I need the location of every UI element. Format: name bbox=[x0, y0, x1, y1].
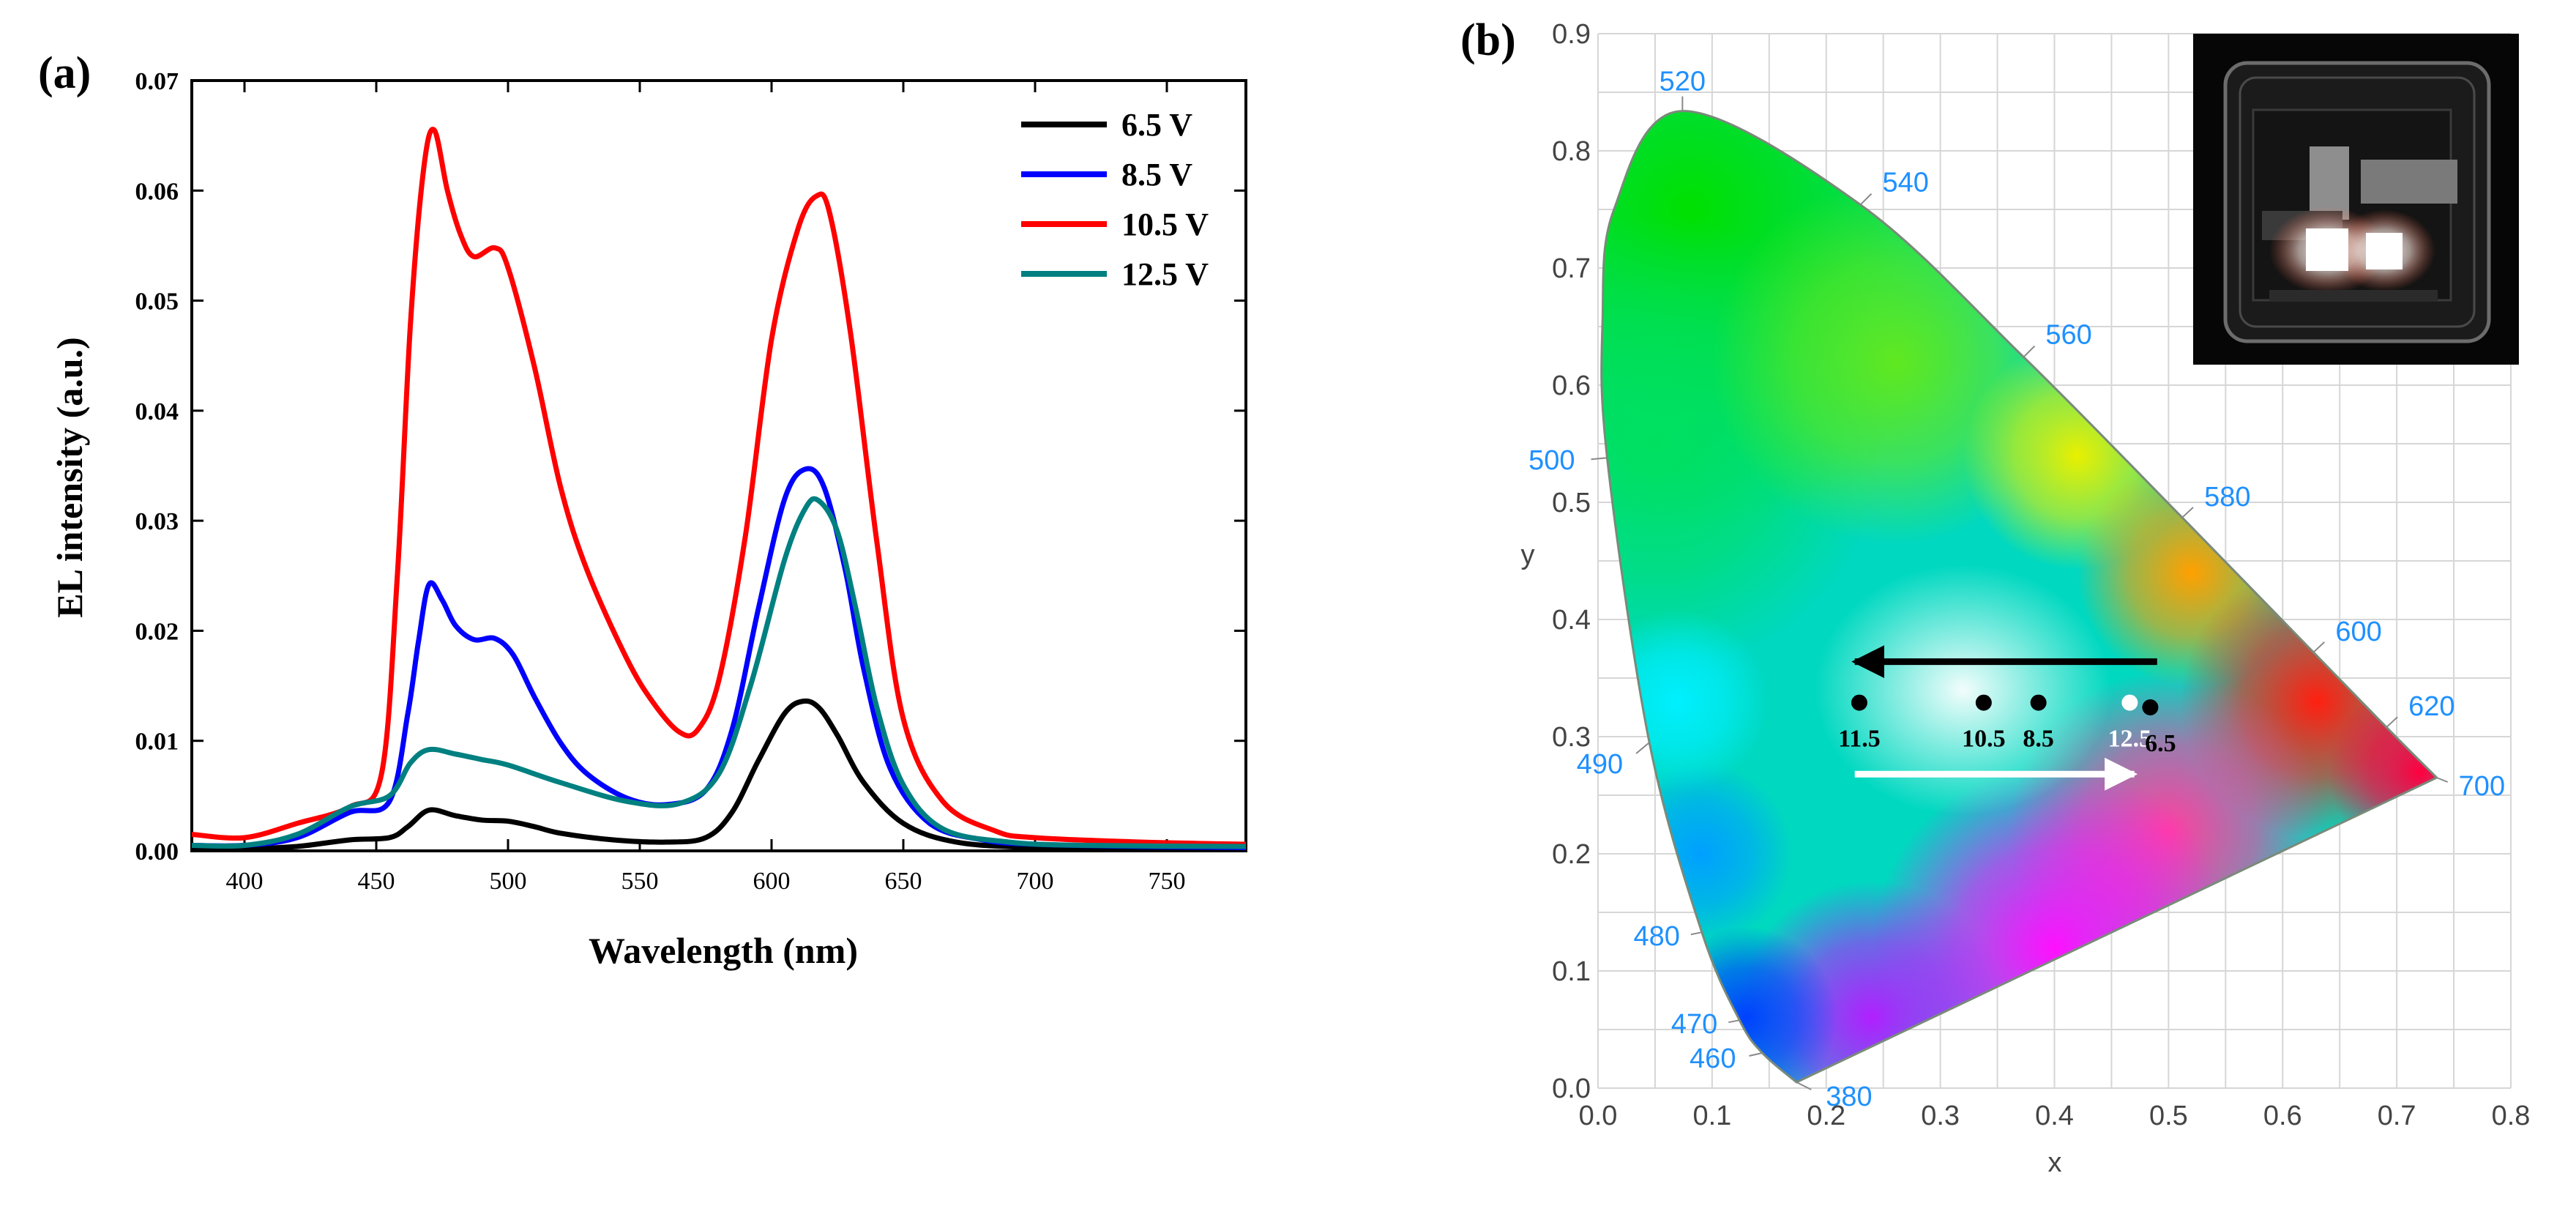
cie-point-label: 10.5 bbox=[1962, 726, 2006, 753]
x-tick-label: 0.5 bbox=[2149, 1101, 2188, 1131]
x-tick-label: 500 bbox=[490, 868, 527, 895]
wavelength-tick bbox=[1859, 193, 1873, 206]
y-tick-label: 0.07 bbox=[135, 68, 179, 95]
x-tick-label: 0.0 bbox=[1579, 1101, 1618, 1131]
wavelength-tick bbox=[1690, 931, 1703, 936]
y-tick-label: 0.06 bbox=[135, 178, 179, 205]
series-line-6-5-V bbox=[191, 698, 1247, 852]
cie-point bbox=[2030, 694, 2047, 711]
cie-point bbox=[2142, 699, 2159, 715]
x-tick-label: 0.1 bbox=[1692, 1101, 1731, 1131]
x-tick-label: 450 bbox=[358, 868, 395, 895]
shift-arrows bbox=[1851, 645, 2157, 791]
x-tick-label: 700 bbox=[1017, 868, 1054, 895]
electrode-pad bbox=[2361, 160, 2457, 204]
wavelength-label: 580 bbox=[2204, 482, 2250, 513]
cie-point bbox=[2121, 694, 2138, 711]
wavelength-tick bbox=[2023, 345, 2036, 358]
panel-a-x-axis-label: Wavelength (nm) bbox=[589, 930, 858, 971]
y-tick-label: 0.6 bbox=[1552, 371, 1591, 401]
x-tick-label: 0.3 bbox=[1921, 1101, 1960, 1131]
y-tick-label: 0.3 bbox=[1552, 722, 1591, 753]
legend-label: 8.5 V bbox=[1121, 157, 1192, 193]
panel-b-y-axis-label: y bbox=[1521, 540, 1535, 570]
cie-point bbox=[1851, 694, 1867, 711]
series-line-10-5-V bbox=[191, 127, 1247, 847]
cie-point-label: 11.5 bbox=[1838, 726, 1881, 753]
y-tick-label: 0.9 bbox=[1552, 19, 1591, 50]
cie-point bbox=[1975, 694, 1992, 711]
wavelength-tick bbox=[1796, 1082, 1812, 1090]
wavelength-tick bbox=[1728, 1019, 1740, 1024]
y-tick-label: 0.02 bbox=[135, 618, 179, 645]
x-tick-label: 550 bbox=[621, 868, 659, 895]
wavelength-label: 700 bbox=[2459, 771, 2505, 802]
wavelength-tick bbox=[1591, 457, 1608, 461]
panel-b-x-axis-label: x bbox=[2048, 1147, 2062, 1178]
panel-a-label: (a) bbox=[38, 48, 91, 98]
legend-label: 10.5 V bbox=[1121, 206, 1209, 242]
panel-a-series bbox=[191, 127, 1247, 852]
legend-label: 6.5 V bbox=[1121, 107, 1192, 143]
wavelength-label: 620 bbox=[2408, 691, 2454, 722]
x-tick-label: 600 bbox=[753, 868, 791, 895]
panel-a-y-axis-label: EL intensity (a.u.) bbox=[49, 337, 90, 617]
x-tick-label: 750 bbox=[1149, 868, 1186, 895]
panel-b-label: (b) bbox=[1460, 15, 1516, 65]
wavelength-tick bbox=[2312, 641, 2326, 653]
cie-point-label: 8.5 bbox=[2023, 726, 2054, 753]
x-tick-label: 0.7 bbox=[2378, 1101, 2416, 1131]
wavelength-label: 380 bbox=[1826, 1082, 1872, 1112]
x-tick-label: 0.2 bbox=[1807, 1101, 1845, 1131]
x-tick-label: 0.6 bbox=[2263, 1101, 2302, 1131]
cie-coordinate-points: 11.5 10.5 8.5 12.56.5 bbox=[1838, 694, 2176, 757]
wavelength-label: 540 bbox=[1883, 168, 1929, 198]
panel-a-axes: 400 450 500 550 600 650 700 750 0.00 0.01 0.02 0.03… bbox=[135, 68, 1247, 895]
y-tick-label: 0.2 bbox=[1552, 839, 1591, 870]
cie-point-label: 6.5 bbox=[2145, 730, 2176, 757]
wavelength-tick bbox=[2386, 716, 2398, 728]
wavelength-tick bbox=[2181, 507, 2194, 518]
cie-point-label: 12.5 bbox=[2108, 726, 2152, 753]
x-tick-label: 400 bbox=[226, 868, 264, 895]
wavelength-label: 490 bbox=[1577, 749, 1623, 780]
wavelength-label: 600 bbox=[2335, 617, 2381, 647]
wavelength-tick bbox=[2436, 777, 2449, 783]
wavelength-label: 500 bbox=[1528, 445, 1575, 476]
y-tick-label: 0.0 bbox=[1552, 1073, 1591, 1104]
panel-b-tick-labels: 0.0 0.1 0.2 0.3 0.4 0.5 0.6 0.7 0.8 0.0 0.1 0.2 0.3 0… bbox=[1552, 19, 2530, 1131]
y-tick-label: 0.00 bbox=[135, 838, 179, 866]
panel-a-plot-frame bbox=[190, 79, 1247, 852]
y-tick-label: 0.05 bbox=[135, 289, 179, 316]
wavelength-label: 560 bbox=[2045, 320, 2091, 351]
series-line-12-5-V bbox=[191, 496, 1247, 849]
panel-a-legend: 6.5 V 8.5 V 10.5 V 12.5 V bbox=[1021, 107, 1209, 292]
wavelength-label: 460 bbox=[1690, 1043, 1736, 1074]
y-tick-label: 0.4 bbox=[1552, 605, 1591, 636]
x-tick-label: 0.4 bbox=[2035, 1101, 2074, 1131]
y-tick-label: 0.04 bbox=[135, 398, 179, 425]
y-tick-label: 0.5 bbox=[1552, 488, 1591, 518]
wavelength-label: 480 bbox=[1633, 921, 1679, 952]
spectral-locus-outline bbox=[1600, 110, 2439, 1084]
y-tick-label: 0.8 bbox=[1552, 136, 1591, 167]
wavelength-label: 520 bbox=[1660, 67, 1706, 97]
x-tick-label: 0.8 bbox=[2492, 1101, 2531, 1131]
series-line-8-5-V bbox=[191, 466, 1247, 850]
y-tick-label: 0.01 bbox=[135, 729, 179, 756]
wavelength-tick bbox=[1635, 742, 1650, 754]
x-tick-label: 650 bbox=[885, 868, 922, 895]
y-tick-label: 0.1 bbox=[1552, 956, 1591, 987]
wavelength-tick bbox=[1749, 1052, 1763, 1057]
wavelength-label: 470 bbox=[1671, 1009, 1717, 1040]
device-photo-inset bbox=[2193, 34, 2519, 365]
panel-a-el-spectra: (a) 400 450 500 550 600 650 700 750 0.00 0.01 0.02… bbox=[38, 48, 1247, 971]
y-tick-label: 0.7 bbox=[1552, 253, 1591, 284]
legend-label: 12.5 V bbox=[1121, 256, 1209, 292]
y-tick-label: 0.03 bbox=[135, 508, 179, 535]
